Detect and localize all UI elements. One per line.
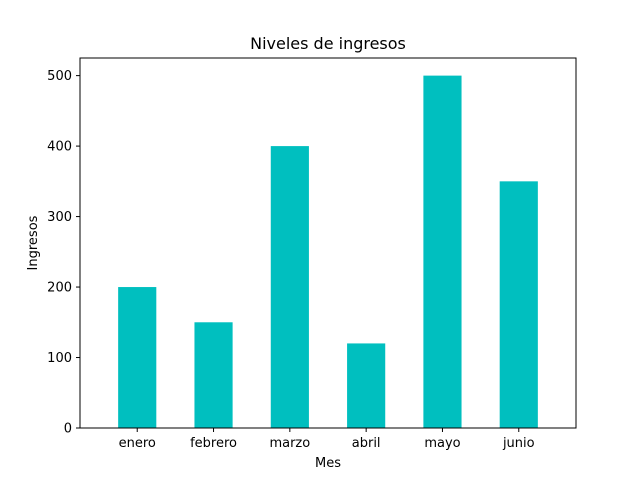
x-tick-label-febrero: febrero <box>190 436 237 451</box>
bar-abril <box>347 343 386 428</box>
y-tick-label: 100 <box>47 351 72 366</box>
x-axis-ticks: enero febrero marzo abril mayo junio <box>119 428 535 451</box>
y-tick-label: 300 <box>47 210 72 225</box>
x-tick-label-abril: abril <box>352 436 381 451</box>
y-tick-label: 200 <box>47 281 72 296</box>
chart-title: Niveles de ingresos <box>250 34 406 53</box>
x-tick-label-marzo: marzo <box>269 436 310 451</box>
bar-junio <box>499 181 538 428</box>
bars-group <box>118 75 538 428</box>
y-tick-label: 0 <box>64 422 72 437</box>
plot-frame <box>79 57 577 429</box>
x-tick-label-junio: junio <box>502 436 535 451</box>
x-tick-label-mayo: mayo <box>424 436 460 451</box>
bar-enero <box>118 287 157 428</box>
x-tick-label-enero: enero <box>119 436 156 451</box>
bar-mayo <box>423 75 462 428</box>
x-axis-label: Mes <box>315 456 341 471</box>
y-axis-ticks: 0 100 200 300 400 500 <box>47 69 80 437</box>
y-tick-label: 500 <box>47 69 72 84</box>
y-tick-label: 400 <box>47 140 72 155</box>
y-axis-label: Ingresos <box>26 215 41 270</box>
bar-febrero <box>194 322 233 428</box>
bar-marzo <box>270 146 309 428</box>
